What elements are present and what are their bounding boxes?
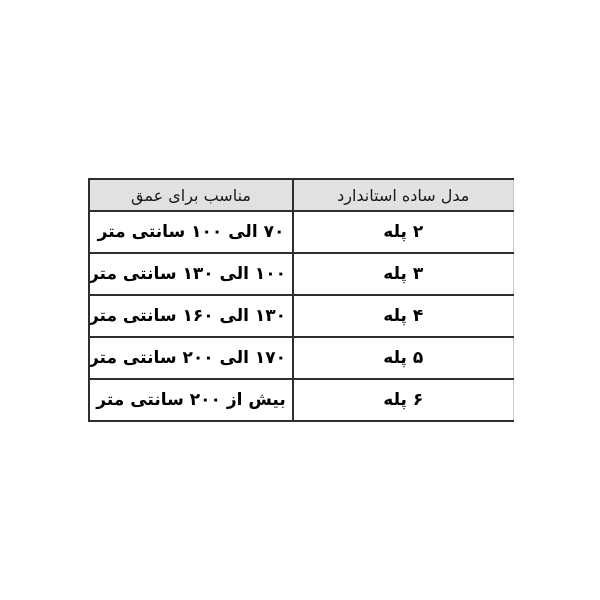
model-cell: ۵ پله xyxy=(292,336,514,380)
steps-depth-table: مدل ساده استاندارد مناسب برای عمق ۲ پله … xyxy=(88,178,514,422)
depth-cell: ۱۳۰ الی ۱۶۰ سانتی متر xyxy=(88,294,294,338)
model-cell: ۶ پله xyxy=(292,378,514,422)
depth-cell: ۷۰ الی ۱۰۰ سانتی متر xyxy=(88,210,294,254)
column-header-depth: مناسب برای عمق xyxy=(88,178,294,212)
header-row: مدل ساده استاندارد مناسب برای عمق xyxy=(88,178,514,212)
table-body: ۲ پله ۷۰ الی ۱۰۰ سانتی متر ۳ پله ۱۰۰ الی… xyxy=(88,210,514,422)
column-header-model: مدل ساده استاندارد xyxy=(292,178,514,212)
depth-cell: بیش از ۲۰۰ سانتی متر xyxy=(88,378,294,422)
table-container: مدل ساده استاندارد مناسب برای عمق ۲ پله … xyxy=(88,178,514,422)
table-row: ۳ پله ۱۰۰ الی ۱۳۰ سانتی متر xyxy=(88,252,514,296)
table-row: ۴ پله ۱۳۰ الی ۱۶۰ سانتی متر xyxy=(88,294,514,338)
model-cell: ۳ پله xyxy=(292,252,514,296)
table-row: ۵ پله ۱۷۰ الی ۲۰۰ سانتی متر xyxy=(88,336,514,380)
table-row: ۲ پله ۷۰ الی ۱۰۰ سانتی متر xyxy=(88,210,514,254)
table-header: مدل ساده استاندارد مناسب برای عمق xyxy=(88,178,514,212)
depth-cell: ۱۰۰ الی ۱۳۰ سانتی متر xyxy=(88,252,294,296)
table-row: ۶ پله بیش از ۲۰۰ سانتی متر xyxy=(88,378,514,422)
model-cell: ۴ پله xyxy=(292,294,514,338)
model-cell: ۲ پله xyxy=(292,210,514,254)
depth-cell: ۱۷۰ الی ۲۰۰ سانتی متر xyxy=(88,336,294,380)
